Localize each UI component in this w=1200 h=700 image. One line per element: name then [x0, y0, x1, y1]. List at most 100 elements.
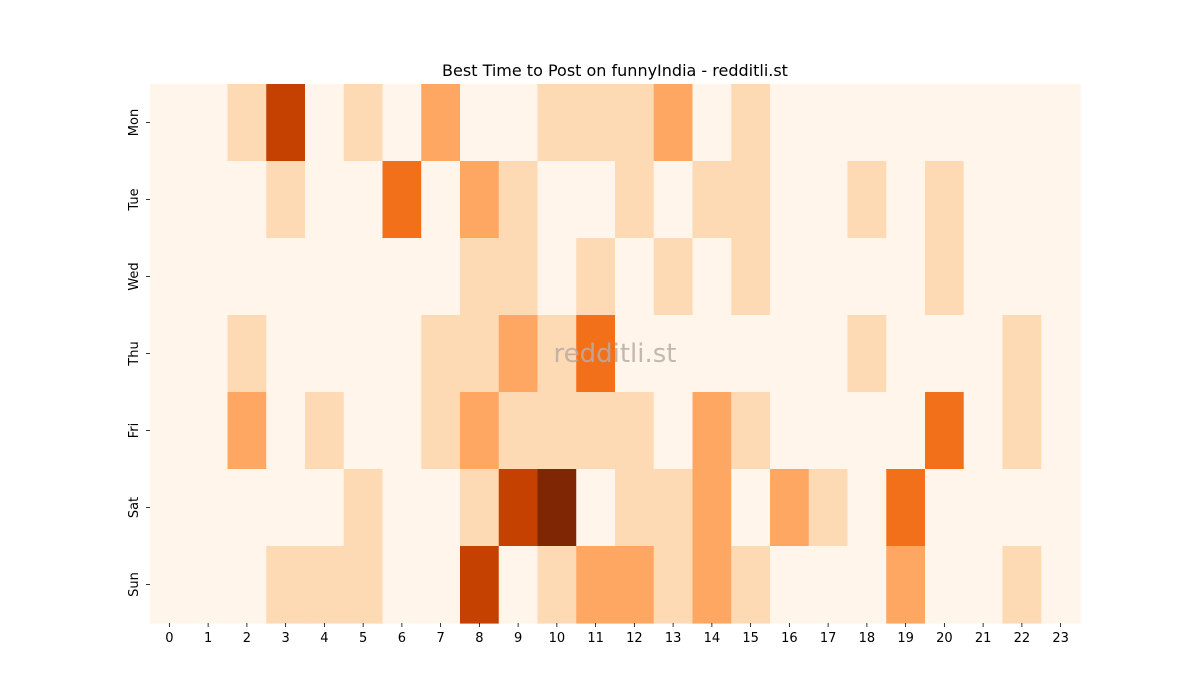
- heatmap-cell-sun-14: [692, 546, 732, 624]
- heatmap-cell-sat-11: [576, 469, 616, 547]
- heatmap-cell-mon-4: [305, 84, 345, 162]
- x-tick-label: 9: [514, 631, 522, 646]
- heatmap-cell-thu-16: [770, 315, 810, 393]
- heatmap-cell-sun-18: [847, 546, 887, 624]
- x-tick-label: 18: [859, 631, 876, 646]
- y-tick-label: Thu: [127, 341, 142, 366]
- heatmap-cell-sun-8: [460, 546, 500, 624]
- heatmap-cell-sat-0: [150, 469, 190, 547]
- heatmap-cell-sun-15: [731, 546, 771, 624]
- heatmap-cell-thu-3: [266, 315, 306, 393]
- heatmap-cell-fri-15: [731, 392, 771, 470]
- heatmap-cell-thu-23: [1041, 315, 1081, 393]
- heatmap-cell-fri-0: [150, 392, 190, 470]
- heatmap-cell-wed-6: [382, 238, 422, 316]
- y-tick-label: Mon: [127, 109, 142, 136]
- heatmap-cell-tue-0: [150, 161, 190, 239]
- heatmap-cell-sat-14: [692, 469, 732, 547]
- heatmap-cell-mon-12: [615, 84, 655, 162]
- y-axis: Mon Tue Wed Thu Fri Sat Sun: [127, 109, 150, 597]
- heatmap-cell-thu-10: [537, 315, 577, 393]
- heatmap-cell-tue-7: [421, 161, 461, 239]
- y-tick-label: Tue: [127, 188, 142, 211]
- heatmap-cell-wed-23: [1041, 238, 1081, 316]
- heatmap-cell-wed-10: [537, 238, 577, 316]
- heatmap-cell-thu-8: [460, 315, 500, 393]
- heatmap-cell-tue-6: [382, 161, 422, 239]
- y-tick-label: Sat: [127, 497, 142, 518]
- heatmap-cell-thu-11: [576, 315, 616, 393]
- heatmap-cell-sat-3: [266, 469, 306, 547]
- heatmap-cell-sat-10: [537, 469, 577, 547]
- heatmap-cell-fri-17: [808, 392, 849, 470]
- heatmap-cell-tue-21: [963, 161, 1004, 239]
- heatmap-cell-fri-14: [692, 392, 732, 470]
- heatmap-cell-sat-20: [925, 469, 965, 547]
- heatmap-cell-thu-15: [731, 315, 771, 393]
- heatmap-cell-mon-23: [1041, 84, 1081, 162]
- heatmap-cell-sun-20: [925, 546, 965, 624]
- heatmap-cell-thu-12: [615, 315, 655, 393]
- heatmap-cell-fri-1: [188, 392, 229, 470]
- x-tick-label: 8: [475, 631, 483, 646]
- heatmap-cell-sun-19: [886, 546, 926, 624]
- heatmap-cell-thu-21: [963, 315, 1004, 393]
- heatmap-cell-fri-5: [343, 392, 384, 470]
- heatmap-cell-sun-11: [576, 546, 616, 624]
- heatmap-cell-sun-7: [421, 546, 461, 624]
- heatmap-cell-wed-19: [886, 238, 926, 316]
- heatmap-cell-tue-5: [343, 161, 384, 239]
- heatmap-cell-sat-5: [343, 469, 384, 547]
- heatmap-cell-fri-11: [576, 392, 616, 470]
- heatmap-cell-mon-1: [188, 84, 229, 162]
- x-tick-label: 4: [320, 631, 328, 646]
- x-tick-label: 10: [549, 631, 566, 646]
- heatmap-cell-fri-3: [266, 392, 306, 470]
- heatmap-cell-sat-9: [498, 469, 539, 547]
- heatmap-cell-mon-6: [382, 84, 422, 162]
- heatmap-cell-fri-4: [305, 392, 345, 470]
- x-tick-label: 1: [204, 631, 212, 646]
- x-tick-label: 23: [1052, 631, 1069, 646]
- heatmap-cell-wed-15: [731, 238, 771, 316]
- heatmap-cell-sat-23: [1041, 469, 1081, 547]
- heatmap-cell-tue-8: [460, 161, 500, 239]
- heatmap-cell-thu-0: [150, 315, 190, 393]
- x-tick-label: 16: [781, 631, 798, 646]
- heatmap-cells: [150, 84, 1081, 624]
- heatmap-cell-mon-16: [770, 84, 810, 162]
- heatmap-cell-sun-23: [1041, 546, 1081, 624]
- heatmap-cell-sat-13: [653, 469, 694, 547]
- heatmap-cell-wed-2: [227, 238, 267, 316]
- heatmap-cell-fri-8: [460, 392, 500, 470]
- heatmap-cell-tue-2: [227, 161, 267, 239]
- heatmap-cell-fri-22: [1002, 392, 1042, 470]
- x-tick-label: 0: [165, 631, 173, 646]
- heatmap-cell-fri-6: [382, 392, 422, 470]
- heatmap-cell-fri-23: [1041, 392, 1081, 470]
- heatmap-cell-wed-0: [150, 238, 190, 316]
- x-axis: 0 1 2 3 4 5 6 7 8 9 10 11 12 13 14 15 16 17 18 19 20 21 22 23: [165, 623, 1069, 646]
- heatmap-cell-tue-18: [847, 161, 887, 239]
- heatmap-cell-fri-12: [615, 392, 655, 470]
- heatmap-cell-fri-18: [847, 392, 887, 470]
- heatmap-cell-mon-21: [963, 84, 1004, 162]
- heatmap-cell-mon-14: [692, 84, 732, 162]
- heatmap-cell-sun-22: [1002, 546, 1042, 624]
- heatmap-cell-sat-7: [421, 469, 461, 547]
- heatmap-cell-tue-14: [692, 161, 732, 239]
- heatmap-cell-thu-19: [886, 315, 926, 393]
- heatmap-cell-mon-19: [886, 84, 926, 162]
- heatmap-cell-wed-17: [808, 238, 849, 316]
- heatmap-cell-tue-20: [925, 161, 965, 239]
- heatmap-cell-fri-19: [886, 392, 926, 470]
- heatmap-cell-fri-9: [498, 392, 539, 470]
- heatmap-cell-wed-18: [847, 238, 887, 316]
- heatmap-cell-thu-6: [382, 315, 422, 393]
- heatmap-cell-sun-6: [382, 546, 422, 624]
- x-tick-label: 7: [436, 631, 444, 646]
- heatmap-cell-mon-10: [537, 84, 577, 162]
- heatmap-cell-wed-13: [653, 238, 694, 316]
- heatmap-cell-thu-1: [188, 315, 229, 393]
